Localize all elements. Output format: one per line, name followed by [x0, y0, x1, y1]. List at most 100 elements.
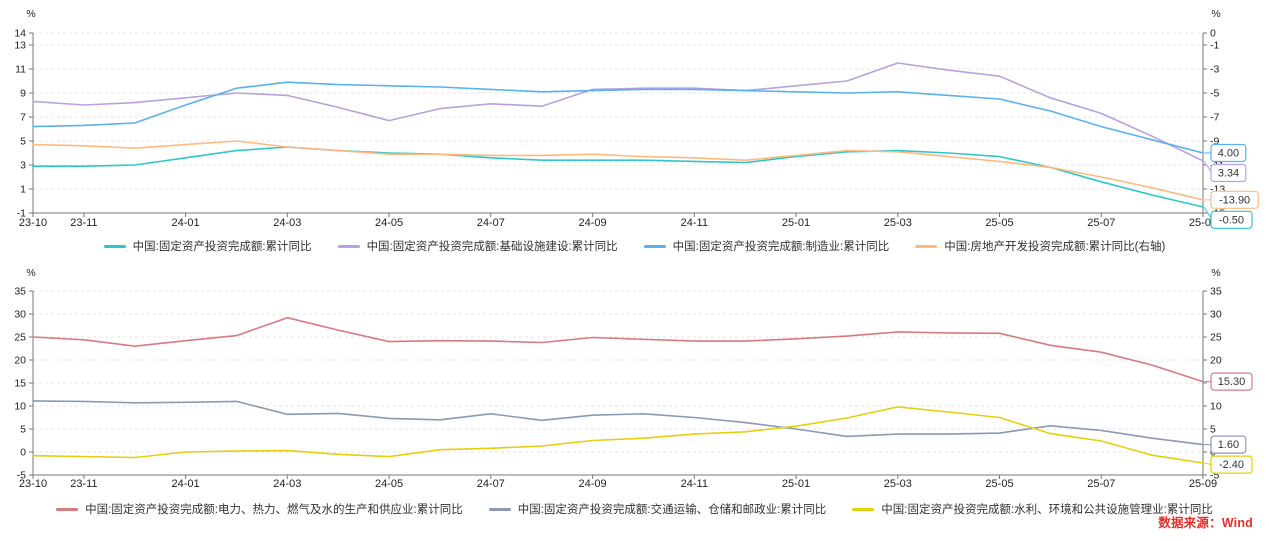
svg-text:5: 5 [20, 136, 26, 148]
gridlines [33, 32, 1203, 190]
end-value-labels: 15.30 1.60 -2.40 [1203, 372, 1253, 474]
source-note: 数据来源：Wind [1158, 516, 1253, 530]
svg-text:25-07: 25-07 [1087, 478, 1115, 490]
svg-text:24-11: 24-11 [681, 478, 708, 490]
legend-item[interactable]: 中国:房地产开发投资完成额:累计同比(右轴) [915, 238, 1165, 254]
svg-text:25-01: 25-01 [782, 478, 810, 490]
end-value-labels: 4.00 3.34 -13.90 -0.50 [1203, 143, 1259, 229]
svg-text:%: % [1211, 267, 1220, 279]
svg-text:-3: -3 [1210, 64, 1219, 76]
svg-text:25-03: 25-03 [884, 478, 912, 490]
legend-label: 中国:固定资产投资完成额:电力、热力、燃气及水的生产和供应业:累计同比 [85, 504, 463, 516]
svg-text:-5: -5 [17, 470, 26, 482]
svg-text:14: 14 [14, 28, 26, 40]
svg-text:23-10: 23-10 [19, 478, 47, 490]
bottom-chart: 35302520151050-535302520151050-523-1023-… [14, 267, 1253, 490]
legend-label: 中国:固定资产投资完成额:制造业:累计同比 [672, 241, 890, 253]
svg-text:24-11: 24-11 [681, 217, 708, 229]
series-line-1 [32, 400, 1204, 446]
legend-line-marker [852, 507, 875, 511]
axes [29, 290, 1207, 479]
series-line-3 [32, 140, 1204, 201]
svg-text:0: 0 [20, 447, 26, 459]
svg-text:11: 11 [15, 64, 26, 76]
svg-text:25-09: 25-09 [1189, 217, 1217, 229]
legend-item[interactable]: 中国:固定资产投资完成额:制造业:累计同比 [643, 238, 890, 254]
svg-text:-2.40: -2.40 [1219, 459, 1244, 471]
top-chart-legend: 中国:固定资产投资完成额:累计同比 中国:固定资产投资完成额:基础设施建设:累计同… [0, 237, 1269, 255]
svg-text:-5: -5 [1210, 88, 1219, 100]
svg-text:4.00: 4.00 [1218, 148, 1239, 160]
svg-text:20: 20 [14, 355, 26, 367]
svg-text:25: 25 [1210, 332, 1222, 344]
svg-text:23-10: 23-10 [19, 217, 47, 229]
svg-text:25-03: 25-03 [884, 217, 912, 229]
legend-line-marker [488, 507, 511, 511]
svg-text:20: 20 [1210, 355, 1222, 367]
legend-label: 中国:固定资产投资完成额:基础设施建设:累计同比 [366, 241, 618, 253]
svg-text:24-01: 24-01 [172, 217, 200, 229]
legend-item[interactable]: 中国:固定资产投资完成额:交通运输、仓储和邮政业:累计同比 [488, 501, 827, 517]
svg-text:23-11: 23-11 [70, 217, 97, 229]
svg-text:15: 15 [14, 378, 26, 390]
svg-text:24-05: 24-05 [375, 217, 403, 229]
legend-line-marker [56, 507, 79, 511]
svg-text:-0.50: -0.50 [1219, 214, 1244, 226]
legend-label: 中国:房地产开发投资完成额:累计同比(右轴) [944, 241, 1166, 253]
svg-text:3: 3 [20, 160, 26, 172]
legend-item[interactable]: 中国:固定资产投资完成额:电力、热力、燃气及水的生产和供应业:累计同比 [56, 501, 463, 517]
legend-line-marker [337, 244, 360, 248]
svg-text:5: 5 [1210, 424, 1216, 436]
svg-text:24-09: 24-09 [579, 478, 607, 490]
legend-line-marker [915, 244, 938, 248]
svg-text:9: 9 [20, 88, 26, 100]
svg-text:24-09: 24-09 [579, 217, 607, 229]
svg-text:24-03: 24-03 [273, 478, 301, 490]
svg-text:0: 0 [1210, 28, 1216, 40]
series-line-2 [32, 406, 1204, 464]
svg-text:-7: -7 [1210, 112, 1219, 124]
legend-line-marker [643, 244, 666, 248]
svg-text:1: 1 [20, 184, 26, 196]
svg-text:25-07: 25-07 [1087, 217, 1115, 229]
legend-line-marker [103, 244, 126, 248]
top-chart: 14131197531-10-1-3-5-7-9-11-13-1523-1023… [14, 8, 1259, 229]
svg-text:25: 25 [14, 332, 26, 344]
axis-labels: 14131197531-10-1-3-5-7-9-11-13-1523-1023… [14, 8, 1225, 229]
svg-text:-5: -5 [1210, 470, 1219, 482]
svg-text:23-11: 23-11 [70, 478, 97, 490]
legend-item[interactable]: 中国:固定资产投资完成额:累计同比 [103, 238, 312, 254]
bottom-chart-legend: 中国:固定资产投资完成额:电力、热力、燃气及水的生产和供应业:累计同比 中国:固定… [0, 500, 1269, 518]
series-line-0 [32, 316, 1204, 383]
gridlines [33, 290, 1203, 453]
legend-item[interactable]: 中国:固定资产投资完成额:基础设施建设:累计同比 [337, 238, 618, 254]
axis-labels: 35302520151050-535302520151050-523-1023-… [14, 267, 1222, 490]
svg-text:25-01: 25-01 [782, 217, 810, 229]
svg-text:15.30: 15.30 [1218, 376, 1246, 388]
svg-text:30: 30 [14, 309, 26, 321]
svg-text:24-05: 24-05 [375, 478, 403, 490]
svg-text:24-07: 24-07 [477, 478, 505, 490]
series-line-2 [32, 81, 1204, 154]
svg-text:10: 10 [14, 401, 26, 413]
svg-text:24-07: 24-07 [477, 217, 505, 229]
svg-text:%: % [26, 8, 35, 20]
legend-label: 中国:固定资产投资完成额:累计同比 [132, 241, 312, 253]
legend-label: 中国:固定资产投资完成额:水利、环境和公共设施管理业:累计同比 [881, 504, 1213, 516]
svg-text:3.34: 3.34 [1218, 168, 1239, 180]
svg-text:24-03: 24-03 [273, 217, 301, 229]
svg-text:-1: -1 [1210, 40, 1219, 52]
svg-text:25-05: 25-05 [985, 217, 1013, 229]
svg-text:7: 7 [20, 112, 26, 124]
axes [29, 32, 1207, 217]
legend-label: 中国:固定资产投资完成额:交通运输、仓储和邮政业:累计同比 [517, 504, 827, 516]
legend-item[interactable]: 中国:固定资产投资完成额:水利、环境和公共设施管理业:累计同比 [852, 501, 1213, 517]
svg-text:35: 35 [1210, 286, 1222, 298]
svg-text:25-05: 25-05 [985, 478, 1013, 490]
svg-text:30: 30 [1210, 309, 1222, 321]
svg-text:1.60: 1.60 [1218, 439, 1239, 451]
svg-text:25-09: 25-09 [1189, 478, 1217, 490]
svg-text:-13.90: -13.90 [1219, 194, 1250, 206]
svg-text:-9: -9 [1210, 136, 1219, 148]
svg-text:5: 5 [20, 424, 26, 436]
